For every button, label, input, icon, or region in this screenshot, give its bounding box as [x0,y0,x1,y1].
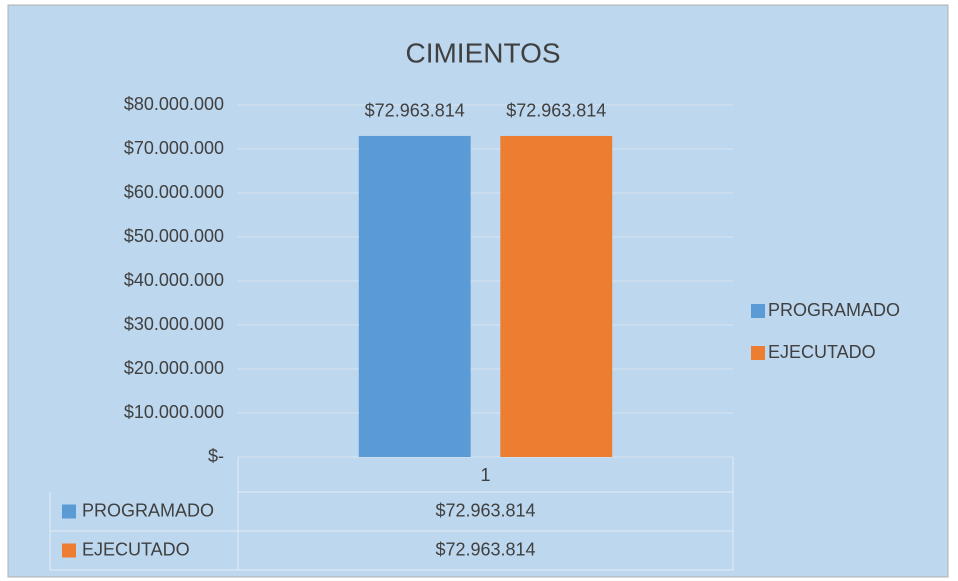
data-label: $72.963.814 [365,101,465,121]
y-tick-label: $- [208,446,224,466]
table-series-name: EJECUTADO [82,539,190,559]
y-tick-label: $10.000.000 [124,402,224,422]
data-label: $72.963.814 [506,101,606,121]
x-tick-label: 1 [480,465,490,485]
y-tick-label: $20.000.000 [124,358,224,378]
legend-key [751,346,765,360]
legend-label: PROGRAMADO [768,300,900,320]
table-legend-key [62,543,76,558]
legend-key [751,304,765,318]
bar [500,135,613,457]
y-tick-label: $80.000.000 [124,94,224,114]
table-legend-key [62,504,76,519]
table-value: $72.963.814 [435,500,535,520]
chart-background [7,4,949,578]
legend-label: EJECUTADO [768,342,876,362]
table-value: $72.963.814 [435,539,535,559]
table-series-name: PROGRAMADO [82,500,214,520]
y-tick-label: $30.000.000 [124,314,224,334]
bar [358,135,471,457]
y-tick-label: $60.000.000 [124,182,224,202]
y-tick-label: $70.000.000 [124,138,224,158]
y-tick-label: $50.000.000 [124,226,224,246]
chart-title: CIMIENTOS [405,37,560,68]
y-tick-label: $40.000.000 [124,270,224,290]
